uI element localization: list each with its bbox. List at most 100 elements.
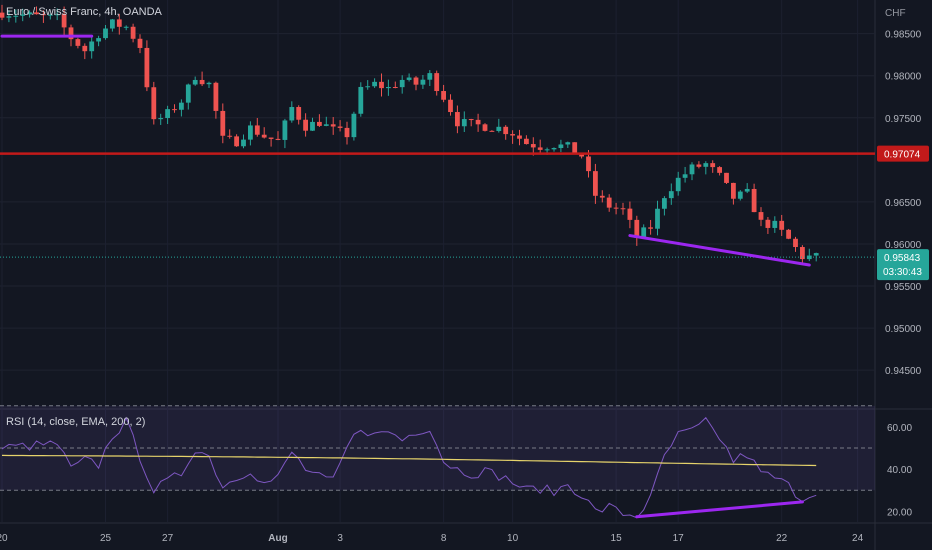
- candle-up: [6, 16, 12, 18]
- candle-down: [434, 73, 440, 92]
- candle-down: [517, 135, 522, 139]
- candle-up: [655, 208, 660, 229]
- candle-up: [20, 14, 26, 16]
- candle-down: [68, 27, 74, 40]
- candle-down: [234, 136, 239, 147]
- candle-up: [641, 227, 647, 238]
- candle-up: [668, 191, 674, 199]
- candle-down: [579, 153, 584, 157]
- candle-up: [372, 81, 377, 87]
- candle-down: [537, 147, 543, 150]
- candle-down: [379, 81, 384, 89]
- currency-label: CHF: [885, 8, 906, 19]
- candle-down: [213, 82, 219, 111]
- last-price-text: 0.95843: [884, 253, 921, 264]
- candle-up: [192, 79, 198, 85]
- candle-down: [779, 220, 785, 230]
- candle-up: [248, 125, 253, 140]
- price-tick-label: 0.96500: [885, 198, 922, 209]
- candle-down: [793, 238, 798, 248]
- time-tick-label: 24: [852, 533, 864, 544]
- candle-down: [116, 19, 122, 27]
- candle-down: [330, 124, 336, 127]
- candle-up: [682, 174, 688, 178]
- time-tick-label: 27: [162, 533, 174, 544]
- candle-up: [54, 14, 60, 16]
- candle-down: [510, 134, 515, 136]
- candle-up: [744, 188, 750, 192]
- candle-up: [13, 15, 19, 17]
- candle-down: [61, 14, 67, 28]
- candle-down: [275, 138, 281, 140]
- rsi-tick-label: 60.00: [887, 423, 912, 434]
- time-tick-label: 15: [611, 533, 623, 544]
- candle-up: [89, 41, 95, 52]
- candle-down: [482, 124, 488, 131]
- candle-up: [399, 79, 405, 88]
- candle-down: [34, 12, 39, 15]
- candle-up: [496, 126, 502, 131]
- candle-down: [717, 167, 722, 173]
- candle-down: [41, 14, 46, 16]
- candle-down: [0, 12, 5, 18]
- candle-down: [524, 138, 529, 145]
- time-tick-label: 20: [0, 533, 8, 544]
- resistance-price-tag: [877, 145, 929, 162]
- candle-up: [358, 86, 364, 114]
- candle-up: [406, 77, 412, 80]
- candle-down: [530, 144, 536, 148]
- candle-up: [420, 79, 426, 85]
- candle-up: [351, 113, 357, 138]
- rsi-title[interactable]: RSI (14, close, EMA, 200, 2): [6, 416, 146, 428]
- candle-up: [27, 12, 32, 15]
- candle-down: [696, 164, 702, 167]
- candle-up: [110, 19, 115, 29]
- resistance-price-text: 0.97074: [884, 150, 921, 161]
- candle-up: [165, 109, 170, 119]
- candle-down: [606, 197, 612, 208]
- candle-up: [675, 177, 681, 192]
- candle-up: [689, 164, 695, 175]
- candle-down: [455, 112, 460, 127]
- candle-down: [572, 142, 578, 154]
- candle-down: [731, 182, 736, 199]
- candle-down: [627, 208, 633, 220]
- candle-up: [310, 121, 315, 131]
- candle-down: [765, 219, 771, 228]
- rsi-ema-line: [1, 454, 817, 467]
- price-trendline: [628, 234, 811, 267]
- candle-down: [172, 109, 177, 111]
- candle-down: [724, 172, 729, 183]
- price-tick-label: 0.98000: [885, 72, 922, 83]
- candle-down: [634, 219, 640, 238]
- candle-up: [103, 28, 108, 39]
- candle-down: [800, 247, 805, 260]
- candle-up: [47, 14, 53, 16]
- candle-down: [130, 26, 136, 39]
- candle-down: [268, 137, 274, 139]
- rsi-tick-label: 20.00: [887, 507, 912, 518]
- candle-up: [427, 73, 433, 80]
- price-tick-label: 0.97500: [885, 114, 922, 125]
- candle-down: [261, 134, 267, 138]
- symbol-title[interactable]: Euro / Swiss Franc, 4h, OANDA: [6, 6, 162, 18]
- candle-down: [489, 130, 495, 132]
- candle-down: [220, 110, 226, 136]
- candle-down: [586, 156, 591, 172]
- price-tick-label: 0.94500: [885, 366, 922, 377]
- candle-up: [565, 142, 571, 145]
- time-tick-label: 25: [100, 533, 112, 544]
- time-tick-label: 22: [776, 533, 788, 544]
- candle-down: [786, 229, 791, 239]
- candle-down: [254, 125, 260, 135]
- candle-down: [344, 127, 350, 138]
- candle-down: [593, 171, 598, 196]
- candle-up: [241, 139, 246, 147]
- candle-down: [337, 126, 343, 128]
- candle-down: [199, 79, 205, 85]
- candle-up: [96, 38, 101, 42]
- candle-up: [703, 163, 709, 167]
- candle-down: [475, 119, 481, 125]
- candle-down: [75, 39, 81, 46]
